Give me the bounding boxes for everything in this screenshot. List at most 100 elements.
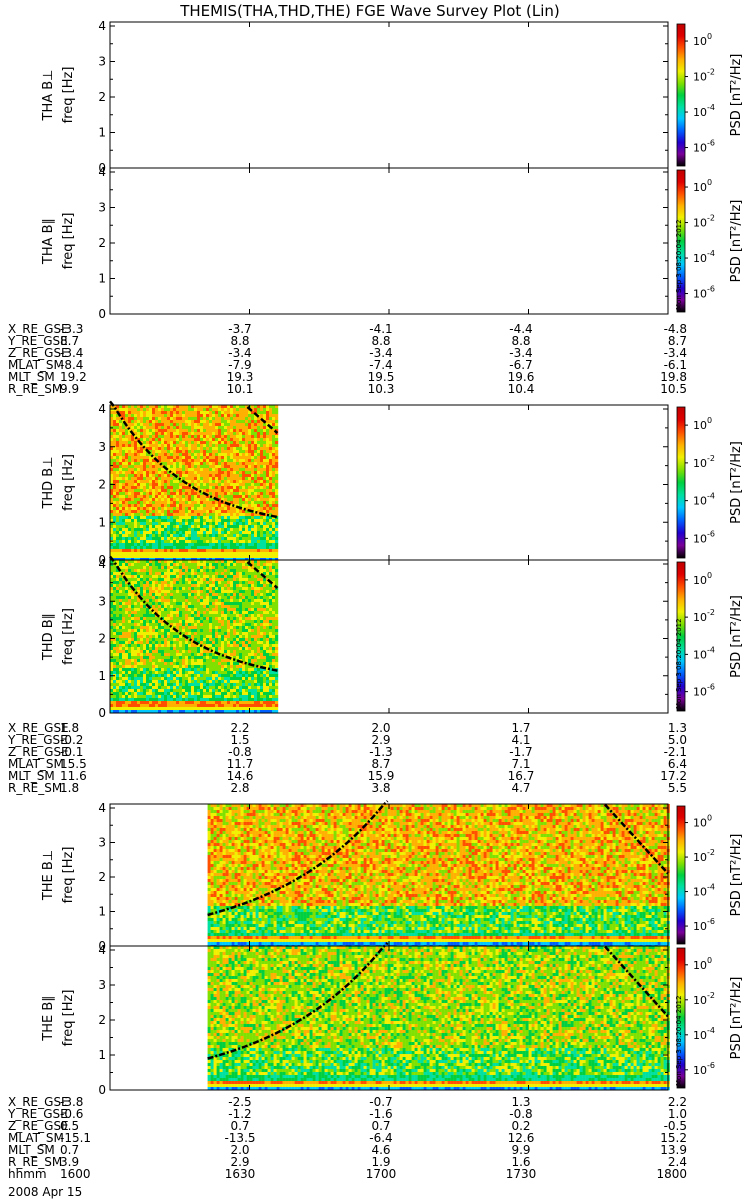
ephemeris-value: 1.5 <box>230 733 249 747</box>
panel-frame <box>109 21 669 169</box>
colorbar: 100 10-2 10-4 10-6 PSD [nT²/Hz] Mon Sep 3 08:… <box>675 169 744 313</box>
ephemeris-value: 19.5 <box>368 370 395 384</box>
freq-axis-label: freq [Hz] <box>61 454 76 511</box>
y-tick-label: 0 <box>98 553 106 567</box>
colorbar-tick-label: 10-4 <box>693 103 715 119</box>
ephemeris-value: 10.5 <box>660 382 687 396</box>
ephemeris-value: 5.5 <box>668 781 687 795</box>
ephemeris-value: -0.8 <box>228 745 251 759</box>
ephemeris-value: 0.2 <box>511 1119 530 1133</box>
ephemeris-row-label: Y_RE_GSE <box>7 334 68 348</box>
colorbar-tick-label: 10-6 <box>693 285 715 301</box>
ephemeris-value: 11.6 <box>60 769 87 783</box>
helium-curve <box>246 406 279 434</box>
spectrogram <box>110 560 279 714</box>
colorbar-tick-label: 10-2 <box>693 214 715 230</box>
ephemeris-value: 1.7 <box>511 721 530 735</box>
colorbar: 100 10-2 10-4 10-6 PSD [nT²/Hz] <box>676 406 744 559</box>
colorbar-label: PSD [nT²/Hz] <box>729 834 744 917</box>
ion-cyclotron-curve <box>109 555 278 672</box>
ephemeris-value: -13.5 <box>224 1131 255 1145</box>
ephemeris-value: 1.3 <box>668 721 687 735</box>
colorbar-tick-label: 10-2 <box>693 991 715 1007</box>
colorbar-label: PSD [nT²/Hz] <box>729 595 744 678</box>
ephemeris-value: 13.9 <box>660 1143 687 1157</box>
ephemeris-row-label: MLAT_SM <box>8 757 64 771</box>
spectrogram <box>110 405 279 562</box>
ephemeris-row-label: MLT_SM <box>8 769 55 783</box>
ephemeris-value: 2.9 <box>230 1155 249 1169</box>
ephemeris-value: 10.4 <box>508 382 535 396</box>
y-tick-label: 1 <box>98 272 106 286</box>
ephemeris-value: -0.2 <box>60 733 83 747</box>
ephemeris-value: -3.8 <box>60 1095 83 1109</box>
colorbar-tick-label: 10-4 <box>693 492 715 508</box>
ephemeris-value: -3.3 <box>60 322 83 336</box>
colorbar-tick-label: 10-6 <box>693 1061 715 1077</box>
ephemeris-value: -7.4 <box>369 358 392 372</box>
ephemeris-row-label: R_RE_SM <box>8 781 62 795</box>
ephemeris-value: -3.4 <box>369 346 392 360</box>
ephemeris-value: 1730 <box>506 1167 537 1181</box>
panel-the-bpar: 0 1 2 3 4 THE B∥ freq [Hz] 100 10-2 10-4 10-6 PSD [… <box>41 942 744 1097</box>
ephemeris-value: 2.9 <box>371 733 390 747</box>
panel-frame <box>109 167 669 315</box>
colorbar-tick-label: 10-2 <box>693 848 715 864</box>
ephemeris-row-label: MLAT_SM <box>8 358 64 372</box>
y-tick-label: 0 <box>98 161 106 175</box>
figure-title: THEMIS(THA,THD,THE) FGE Wave Survey Plot… <box>179 2 560 20</box>
y-tick-label: 0 <box>98 939 106 953</box>
freq-axis-label: freq [Hz] <box>61 990 76 1047</box>
ephemeris-row-label: X_RE_GSE <box>8 721 69 735</box>
ephemeris-value: 14.6 <box>227 769 254 783</box>
date-label: 2008 Apr 15 <box>8 1185 82 1199</box>
ion-cyclotron-curve <box>207 942 389 1060</box>
colorbar-tick-label: 100 <box>693 814 712 830</box>
freq-axis-label: freq [Hz] <box>61 67 76 124</box>
ephemeris-value: 3.9 <box>60 1155 79 1169</box>
y-tick-label: 4 <box>98 402 106 416</box>
ephemeris-value: -3.4 <box>664 346 687 360</box>
colorbar-tick-label: 10-2 <box>693 608 715 624</box>
ephemeris-row-label: X_RE_GSE <box>8 1095 69 1109</box>
panel-ylabel: THA B⊥ <box>41 70 56 122</box>
timestamp-stamp: Mon Sep 3 08:20:04 2012 <box>675 995 683 1086</box>
ephemeris-value: 1.6 <box>511 1155 530 1169</box>
ephemeris-value: 8.8 <box>511 334 530 348</box>
ephemeris-row-label: MLT_SM <box>8 370 55 384</box>
ephemeris-value: -4.8 <box>664 322 687 336</box>
panel-ylabel: THD B∥ <box>41 613 56 661</box>
y-tick-label: 3 <box>98 440 106 454</box>
ion-cyclotron-curve-late <box>604 945 669 1018</box>
ephemeris-value: 1.8 <box>60 781 79 795</box>
ephemeris-value: -0.8 <box>509 1107 532 1121</box>
panel-thd-bpar: 0 1 2 3 4 THD B∥ freq [Hz] 100 10-2 10-4 10-6 PSD [… <box>41 555 744 720</box>
panel-tha-bperp: 0 1 2 3 4 THA B⊥ freq [Hz] 100 10-2 10-4 10-6 PSD [… <box>41 19 744 175</box>
ephemeris-row-label: Z_RE_GSE <box>8 745 69 759</box>
ephemeris-row-label: Y_RE_GSE <box>7 733 68 747</box>
colorbar-tick-label: 10-2 <box>693 454 715 470</box>
colorbar: 100 10-2 10-4 10-6 PSD [nT²/Hz] Mon Sep 3 08:… <box>675 561 744 712</box>
y-tick-label: 2 <box>98 478 106 492</box>
ephemeris-value: 15.2 <box>660 1131 687 1145</box>
colorbar-label: PSD [nT²/Hz] <box>729 54 744 137</box>
ephemeris-row-label: Z_RE_GSE <box>8 1119 69 1133</box>
ephemeris-value: -8.4 <box>60 358 83 372</box>
colorbar-label: PSD [nT²/Hz] <box>729 977 744 1060</box>
y-tick-label: 1 <box>98 515 106 529</box>
ephemeris-value: 5.0 <box>668 733 687 747</box>
y-tick-label: 1 <box>98 1048 106 1062</box>
y-tick-label: 2 <box>98 236 106 250</box>
colorbar-tick-label: 10-2 <box>693 68 715 84</box>
ephemeris-value: 15.5 <box>60 757 87 771</box>
ephemeris-value: -2.5 <box>228 1095 251 1109</box>
ephemeris-value: -1.3 <box>369 745 392 759</box>
ephemeris-value: 19.8 <box>660 370 687 384</box>
y-tick-label: 0 <box>98 307 106 321</box>
spectrogram <box>207 804 670 949</box>
freq-axis-label: freq [Hz] <box>61 608 76 665</box>
colorbar-tick-label: 10-6 <box>693 917 715 933</box>
ephemeris-value: -6.1 <box>664 358 687 372</box>
